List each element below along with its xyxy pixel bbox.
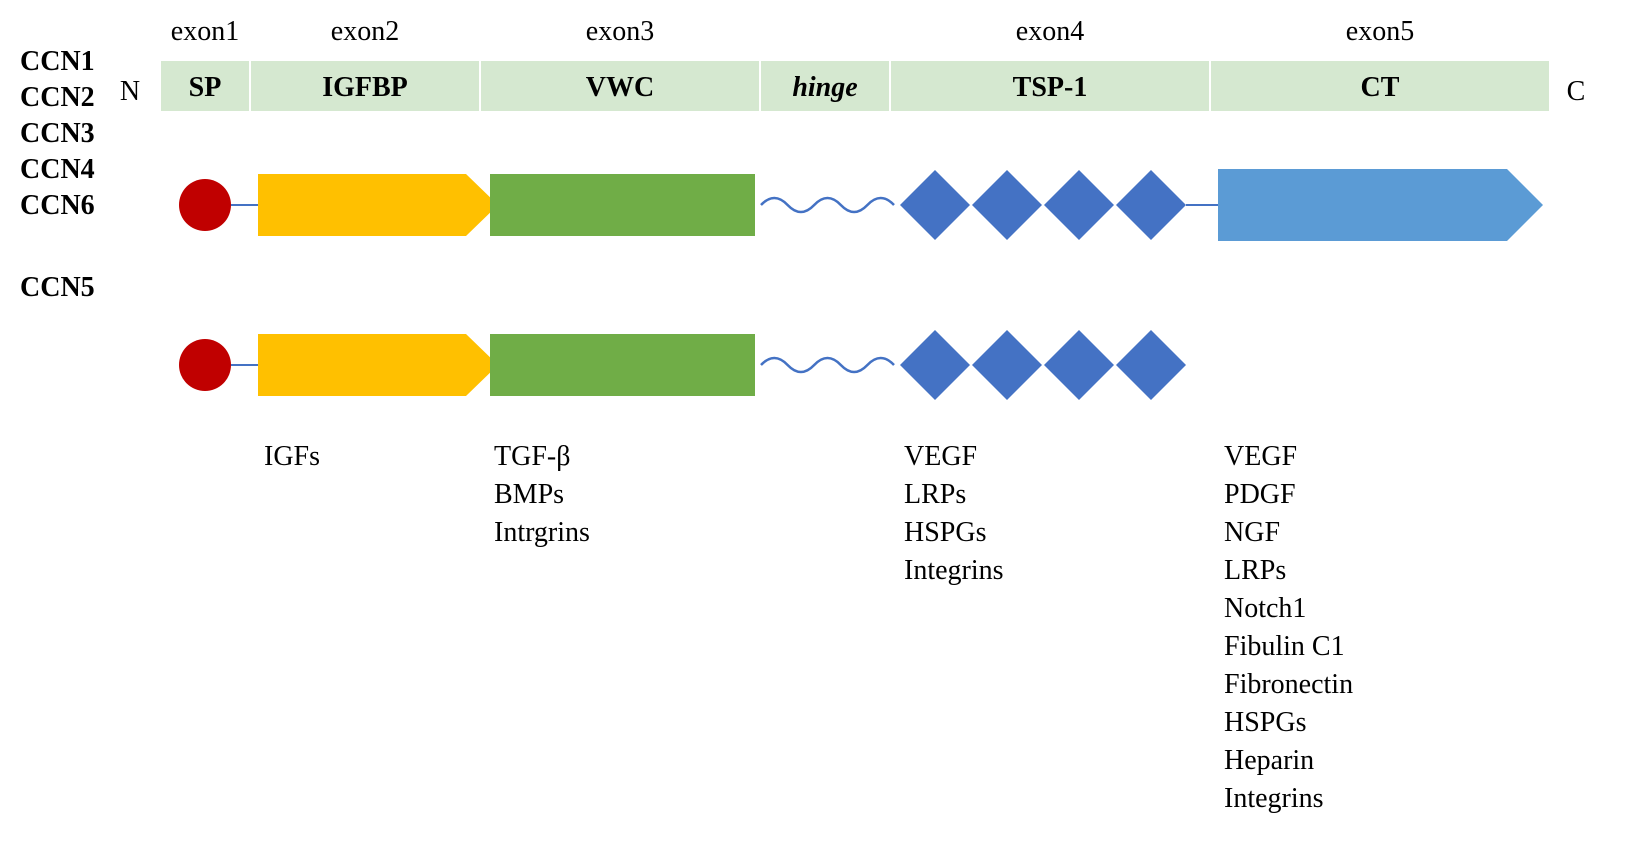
exon-label-e1: exon1 — [171, 16, 239, 47]
exon-label-e4: exon4 — [1016, 16, 1084, 47]
hinge-wave — [761, 358, 894, 372]
ligand-vwc-2: Intrgrins — [494, 517, 590, 548]
vwc-rect — [490, 174, 755, 236]
domain-label-ct: CT — [1361, 72, 1400, 103]
ligand-tsp-1: LRPs — [904, 479, 966, 510]
family-ccn5: CCN5 — [20, 272, 95, 303]
ligand-vwc-0: TGF-β — [494, 441, 570, 472]
n-terminal: N — [120, 76, 140, 107]
family-ccn2: CCN2 — [20, 82, 95, 113]
sp-circle — [179, 339, 231, 391]
ligand-ct-1: PDGF — [1224, 479, 1296, 510]
domain-label-igfbp: IGFBP — [322, 72, 408, 103]
ligand-ct-0: VEGF — [1224, 441, 1297, 472]
tsp-diamond — [972, 330, 1042, 400]
exon-label-e2: exon2 — [331, 16, 399, 47]
ct-hexagon — [1218, 169, 1543, 241]
tsp-diamond — [900, 170, 970, 240]
exon-label-e3: exon3 — [586, 16, 654, 47]
ligand-tsp-2: HSPGs — [904, 517, 986, 548]
ligand-igfbp-0: IGFs — [264, 441, 320, 472]
exon-label-e5: exon5 — [1346, 16, 1414, 47]
domain-label-hinge: hinge — [792, 72, 857, 103]
tsp-diamond — [900, 330, 970, 400]
family-ccn1: CCN1 — [20, 46, 95, 77]
ligand-ct-7: HSPGs — [1224, 707, 1306, 738]
ligand-ct-9: Integrins — [1224, 783, 1324, 814]
tsp-diamond — [1044, 330, 1114, 400]
ligand-ct-4: Notch1 — [1224, 593, 1306, 624]
ligand-tsp-3: Integrins — [904, 555, 1004, 586]
ligand-vwc-1: BMPs — [494, 479, 564, 510]
ligand-ct-3: LRPs — [1224, 555, 1286, 586]
domain-label-vwc: VWC — [586, 72, 654, 103]
igfbp-arrow — [258, 174, 498, 236]
sp-circle — [179, 179, 231, 231]
ligand-ct-5: Fibulin C1 — [1224, 631, 1345, 662]
family-ccn3: CCN3 — [20, 118, 95, 149]
domain-label-tsp: TSP-1 — [1013, 72, 1088, 103]
ligand-tsp-0: VEGF — [904, 441, 977, 472]
c-terminal: C — [1567, 76, 1586, 107]
tsp-diamond — [1116, 170, 1186, 240]
vwc-rect — [490, 334, 755, 396]
ligand-ct-6: Fibronectin — [1224, 669, 1353, 700]
hinge-wave — [761, 198, 894, 212]
tsp-diamond — [972, 170, 1042, 240]
ligand-ct-2: NGF — [1224, 517, 1280, 548]
family-ccn6: CCN6 — [20, 190, 95, 221]
ligand-ct-8: Heparin — [1224, 745, 1314, 776]
igfbp-arrow — [258, 334, 498, 396]
tsp-diamond — [1116, 330, 1186, 400]
tsp-diamond — [1044, 170, 1114, 240]
domain-label-sp: SP — [189, 72, 222, 103]
family-ccn4: CCN4 — [20, 154, 95, 185]
